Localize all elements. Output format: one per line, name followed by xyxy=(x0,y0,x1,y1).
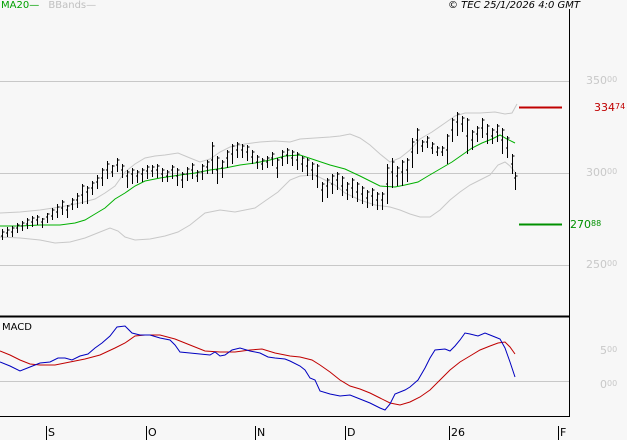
x-label-feb: F xyxy=(560,426,567,439)
chart-legend: MA20— BBands— xyxy=(1,0,96,11)
support-label: 27088 xyxy=(570,218,602,231)
price-bars xyxy=(1,112,518,240)
y-label-300: 30000 xyxy=(586,166,618,179)
macd-line xyxy=(0,325,516,411)
resistance-label: 33474 xyxy=(594,101,626,114)
legend-bbands: BBands— xyxy=(48,0,97,11)
x-axis-ticks xyxy=(46,426,559,440)
macd-label-0: 000 xyxy=(600,378,618,391)
macd-label-500: 500 xyxy=(600,344,618,357)
x-label-nov: N xyxy=(257,426,266,439)
x-label-oct: O xyxy=(148,426,157,439)
bollinger-bands xyxy=(0,103,518,244)
y-label-250: 25000 xyxy=(586,258,618,271)
copyright-timestamp: © TEC 25/1/2026 4:0 GMT xyxy=(448,0,580,11)
x-label-2026: 26 xyxy=(451,426,465,439)
legend-ma20: MA20— xyxy=(1,0,40,11)
y-label-350: 35000 xyxy=(586,74,618,87)
macd-title: MACD xyxy=(2,322,32,333)
x-label-sep: S xyxy=(48,426,55,439)
price-gridlines xyxy=(0,81,569,266)
x-label-dec: D xyxy=(347,426,356,439)
macd-signal-line xyxy=(0,334,516,406)
ma20-line xyxy=(0,134,516,227)
